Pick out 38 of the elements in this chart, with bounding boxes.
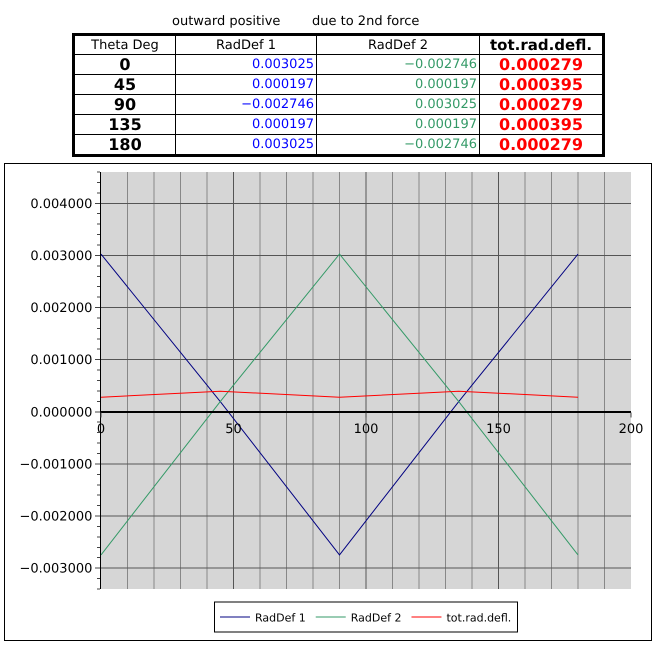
y-tick-label: 90 (74, 94, 176, 114)
legend-label: tot.rad.defl. (446, 611, 512, 624)
data-label: 0.000395 (480, 114, 604, 134)
y-tick-label: 0.003000 (30, 248, 92, 264)
x-tick-label: 200 (618, 422, 644, 438)
y-tick-label: 135 (74, 114, 176, 134)
y-tick-label: 0.001000 (30, 353, 92, 368)
data-label: 0.000197 (316, 114, 480, 134)
text: due to 2nd force (312, 14, 420, 29)
y-tick-label: 0.000000 (30, 405, 92, 420)
y-tick-label: 45 (74, 74, 176, 94)
y-tick-label: 0.002000 (30, 301, 92, 316)
data-label: −0.002746 (176, 94, 316, 114)
x-tick-label: tot.rad.defl. (480, 34, 604, 54)
data-label: 0.000279 (480, 94, 604, 114)
x-tick-label: RadDef 1 (176, 34, 316, 54)
data-label: −0.002746 (316, 54, 480, 74)
data-label: 0.000279 (480, 54, 604, 74)
data-label: 0.003025 (316, 94, 480, 114)
legend-label: RadDef 2 (350, 611, 402, 624)
y-tick-label: 180 (74, 134, 176, 156)
y-tick-label: −0.001000 (19, 457, 92, 472)
data-label: 0.000197 (316, 74, 480, 94)
legend-label: RadDef 1 (255, 611, 306, 624)
data-label: 0.000197 (176, 114, 316, 134)
data-label: 0.003025 (176, 54, 316, 74)
data-label: −0.002746 (316, 134, 480, 156)
data-label: 0.000395 (480, 74, 604, 94)
y-tick-label: 0 (74, 54, 176, 74)
y-tick-label: 0.004000 (30, 196, 92, 212)
data-label: 0.000197 (176, 74, 316, 94)
y-tick-label: −0.003000 (19, 562, 92, 577)
data-label: 0.000279 (480, 134, 604, 156)
text: outward positive (172, 14, 280, 29)
data-label: 0.003025 (176, 134, 316, 156)
x-tick-label: RadDef 2 (316, 34, 480, 54)
y-tick-label: −0.002000 (19, 510, 92, 525)
y-axis-title: Theta Deg (74, 34, 176, 54)
